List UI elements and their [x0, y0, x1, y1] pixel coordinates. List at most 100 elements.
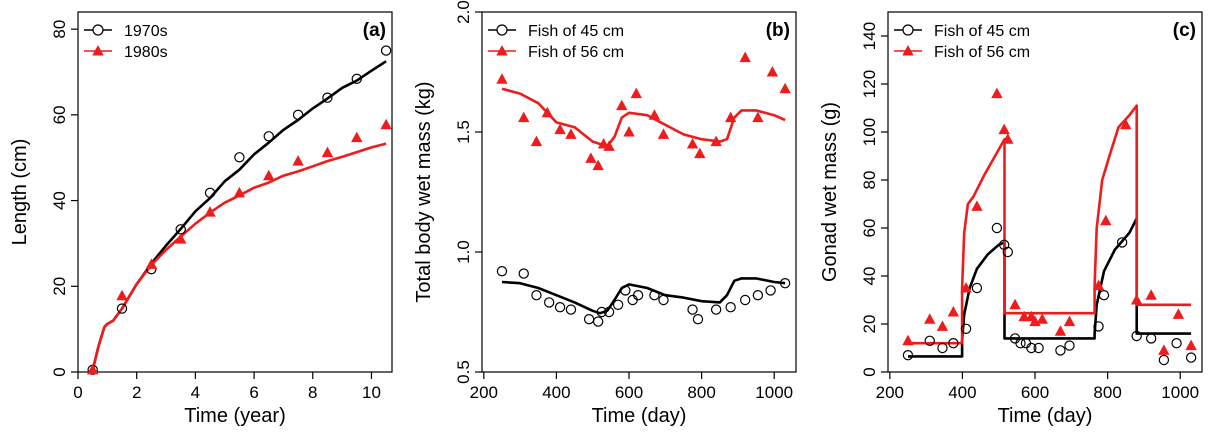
data-point-circle [991, 222, 1003, 234]
data-point-circle [1055, 345, 1066, 356]
plot-frame [77, 11, 393, 373]
x-tick-label: 6 [249, 383, 258, 402]
legend-entry: Fish of 45 cm [528, 23, 624, 40]
x-tick-label: 600 [615, 383, 643, 402]
chart-panel-b: 200 400 600 800 1000 0.5 1.0 1.5 2.0 Time (day) To… [413, 0, 797, 427]
y-tick-label: 140 [860, 22, 879, 50]
y-axis-title: Total body wet mass (kg) [413, 81, 435, 302]
data-point-triangle [263, 169, 275, 181]
data-point-triangle [1009, 298, 1021, 310]
data-point-circle [710, 304, 722, 315]
data-point-circle [496, 266, 508, 277]
data-point-circle [692, 314, 704, 325]
data-point-triangle [947, 306, 960, 317]
data-point-triangle [686, 138, 699, 149]
x-tick-label: 8 [308, 383, 317, 402]
x-tick-label: 4 [191, 383, 200, 402]
data-point-triangle [321, 146, 334, 158]
x-axis-title: Time (year) [184, 405, 285, 427]
data-point-triangle [752, 111, 764, 123]
series-line-black [501, 277, 786, 315]
series-line-black [908, 217, 1192, 358]
legend-marker-triangle [496, 45, 508, 56]
y-tick-label: 120 [860, 70, 879, 98]
data-point-triangle [648, 109, 661, 120]
data-point-triangle [924, 313, 936, 324]
data-point-triangle [1063, 315, 1076, 327]
data-point-circle [971, 282, 983, 294]
data-point-triangle [565, 128, 577, 139]
data-point-circle [1033, 342, 1044, 354]
legend-entry: 1970s [124, 23, 168, 40]
legend-entry: 1980s [124, 44, 168, 61]
data-point-circle [658, 294, 669, 306]
data-point-circle [543, 297, 555, 308]
x-axis-title: Time (day) [998, 405, 1093, 427]
data-point-triangle [1092, 279, 1105, 291]
x-tick-label: 200 [470, 383, 498, 402]
data-point-circle [1002, 246, 1013, 258]
data-point-circle [649, 290, 660, 301]
data-point-circle [725, 302, 736, 313]
data-point-circle [687, 304, 698, 315]
data-point-circle [263, 131, 274, 142]
y-tick-label: 60 [860, 219, 879, 238]
data-point-circle [554, 302, 566, 313]
data-point-circle [1185, 352, 1197, 363]
data-point-triangle [630, 87, 642, 99]
data-point-triangle [1158, 344, 1170, 355]
legend-marker-circle [902, 24, 914, 36]
y-tick-label: 20 [50, 277, 69, 296]
data-point-triangle [603, 140, 615, 151]
x-tick-label: 800 [687, 383, 715, 402]
legend-marker-triangle [902, 45, 914, 56]
panel-label: (a) [363, 20, 386, 41]
data-point-triangle [991, 87, 1003, 99]
data-point-circle [620, 285, 631, 296]
data-point-triangle [694, 147, 706, 159]
data-point-triangle [204, 206, 216, 217]
data-point-triangle [936, 320, 949, 331]
x-tick-label: 200 [876, 383, 904, 402]
y-axis-title: Length (cm) [9, 139, 31, 246]
plot-frame [481, 11, 797, 373]
data-point-triangle [960, 282, 972, 293]
data-point-circle [1131, 330, 1142, 342]
series-line-red [501, 87, 786, 148]
data-point-triangle [971, 200, 983, 211]
data-point-triangle [779, 82, 791, 94]
data-point-circle [1093, 321, 1104, 332]
legend-entry: Fish of 45 cm [934, 23, 1030, 40]
data-point-circle [1098, 290, 1110, 301]
data-point-triangle [623, 126, 635, 137]
data-point-triangle [1018, 310, 1030, 322]
data-point-triangle [496, 73, 508, 84]
data-point-triangle [116, 289, 128, 301]
data-point-circle [531, 290, 542, 301]
data-point-triangle [1120, 118, 1132, 130]
data-point-circle [739, 294, 751, 306]
x-tick-label: 0 [73, 383, 82, 402]
data-point-circle [1171, 338, 1182, 349]
legend-marker-triangle [92, 45, 104, 56]
x-tick-label: 400 [542, 383, 570, 402]
data-point-triangle [766, 66, 779, 77]
y-tick-label: 0.5 [454, 360, 473, 384]
data-point-circle [234, 152, 245, 163]
y-tick-label: 0 [860, 367, 879, 376]
x-tick-label: 800 [1093, 383, 1121, 402]
series-line-red [91, 142, 387, 371]
data-point-triangle [724, 111, 737, 123]
data-point-circle [1064, 340, 1075, 351]
data-point-circle [1015, 338, 1026, 349]
data-point-triangle [541, 106, 554, 118]
data-point-triangle [233, 186, 246, 198]
data-point-triangle [1130, 294, 1143, 305]
y-tick-label: 20 [860, 315, 879, 334]
data-point-circle [565, 304, 577, 315]
data-point-circle [779, 278, 791, 289]
data-point-circle [596, 306, 607, 318]
panel-label: (c) [1173, 20, 1196, 41]
data-point-circle [1020, 338, 1032, 349]
data-point-circle [1145, 333, 1157, 344]
